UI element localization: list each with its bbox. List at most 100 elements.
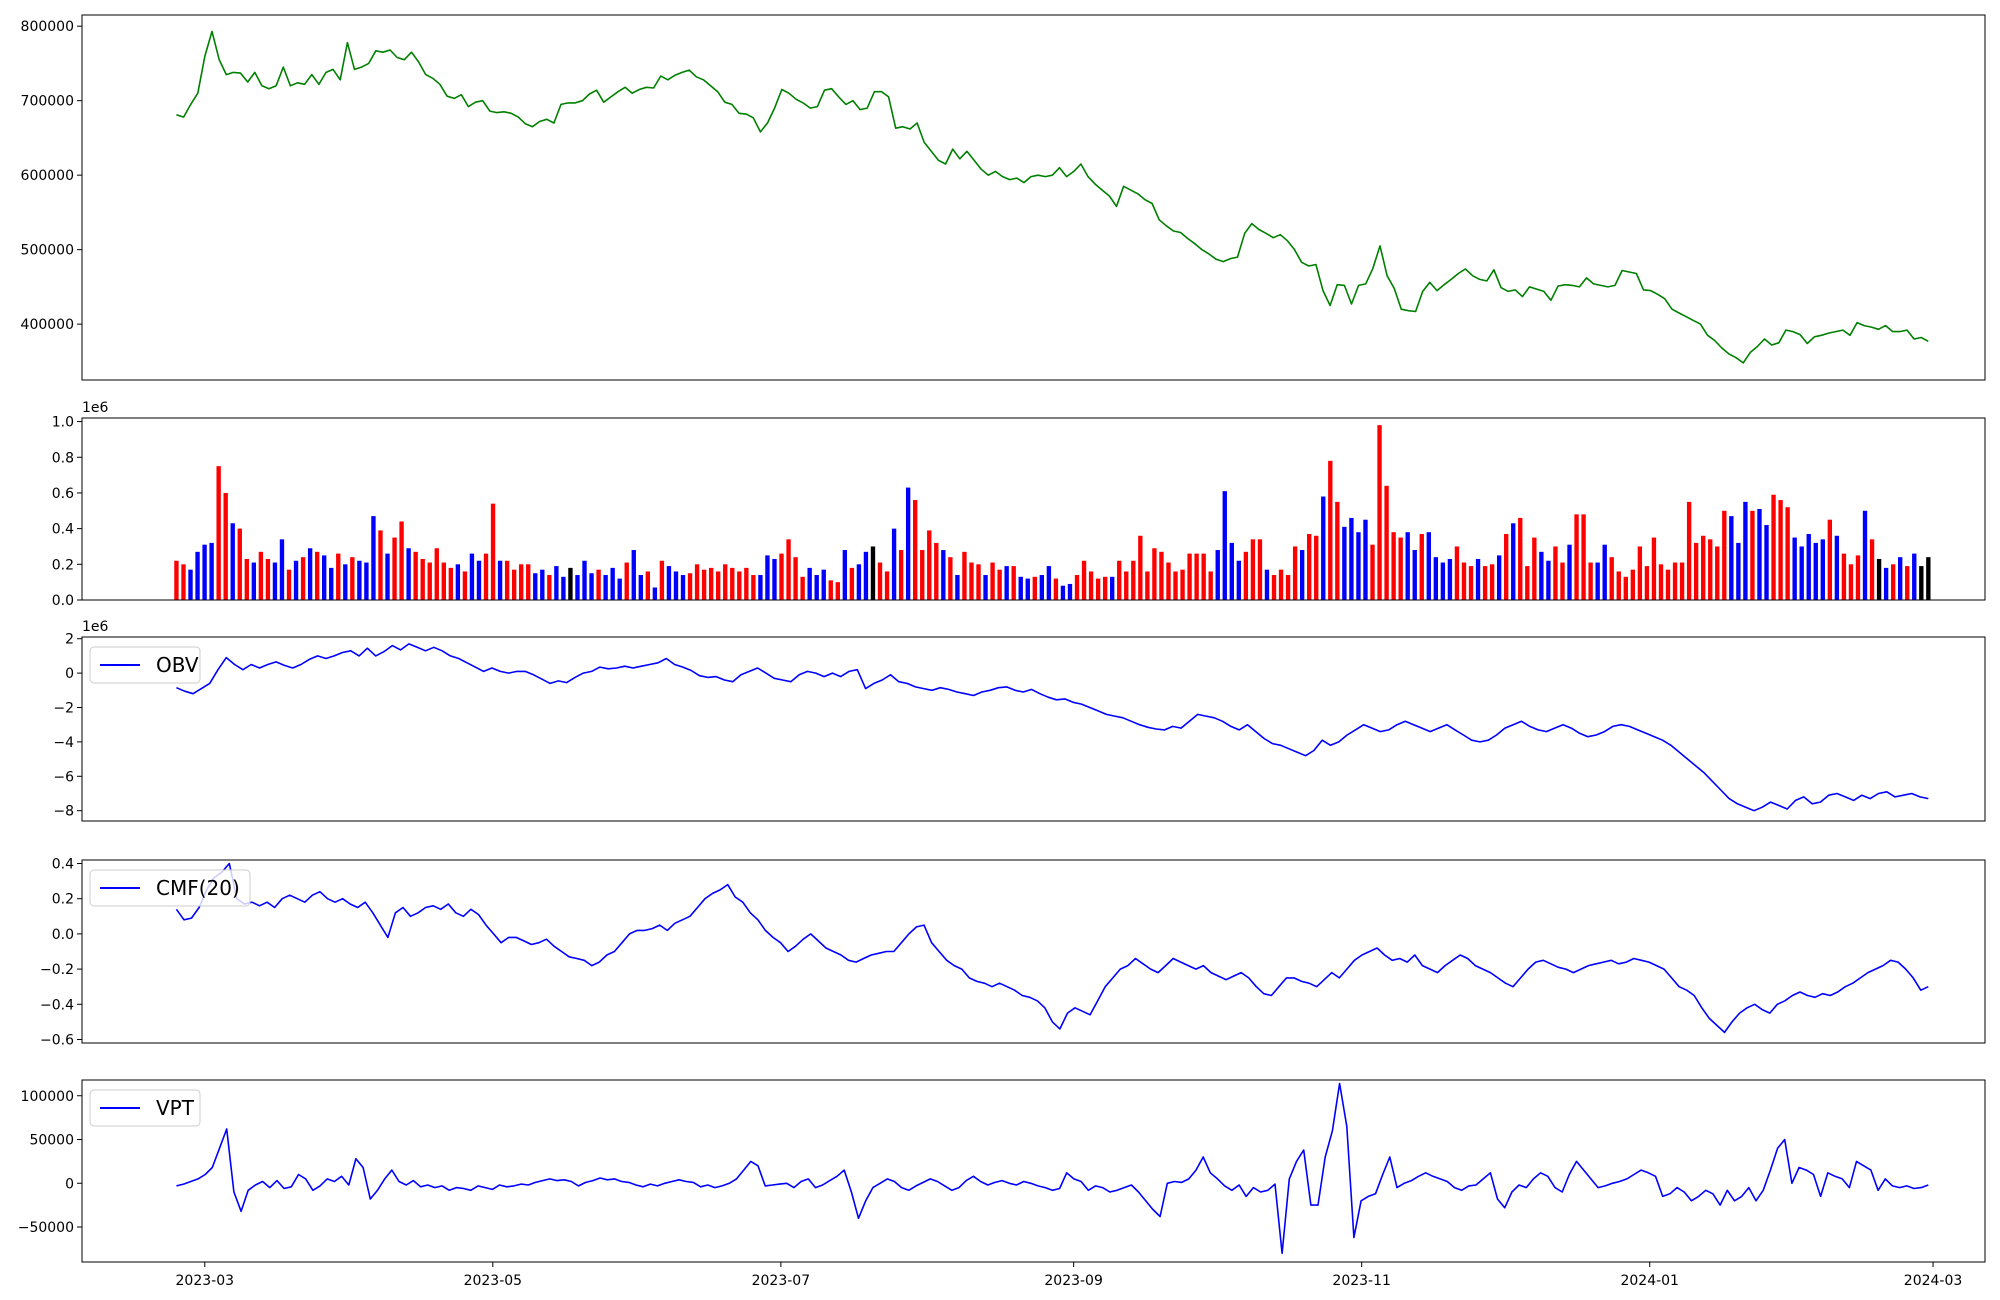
volume-bar: [533, 573, 538, 600]
xtick-label: 2023-07: [752, 1273, 811, 1289]
price-axes-frame: [81, 14, 1986, 381]
volume-bar: [716, 571, 721, 600]
volume-bar: [1862, 510, 1868, 600]
volume-bar: [687, 573, 693, 600]
obv-line: [176, 643, 1929, 812]
volume-bar: [589, 573, 594, 600]
volume-bar: [1011, 566, 1016, 600]
obv-axes-frame: [81, 636, 1986, 822]
volume-bar: [469, 553, 475, 600]
volume-bar: [279, 539, 285, 600]
volume-bar: [814, 575, 819, 600]
volume-bar: [322, 555, 327, 600]
volume-bar: [1750, 510, 1755, 600]
volume-bar: [216, 466, 221, 600]
volume-bar: [842, 550, 848, 600]
volume-bar: [1342, 526, 1347, 600]
price-ytick-label: 600000: [21, 168, 74, 184]
obv-ytick-label: −6: [53, 769, 74, 785]
volume-bar: [1187, 553, 1192, 600]
volume-bar: [1032, 576, 1037, 600]
volume-bar: [1405, 532, 1410, 600]
volume-bar: [948, 557, 953, 600]
cmf-ytick-label: 0.4: [52, 857, 74, 873]
volume-bar: [1194, 553, 1199, 600]
volume-bar: [1152, 548, 1157, 600]
volume-bar: [448, 567, 454, 600]
volume-bar: [1384, 485, 1389, 600]
volume-bar: [462, 571, 468, 600]
volume-bar: [1166, 562, 1171, 600]
xtick-label: 2023-03: [176, 1273, 235, 1289]
volume-bar: [1630, 569, 1636, 600]
volume-bar: [1222, 491, 1227, 600]
volume-bar: [483, 553, 489, 600]
volume-bar: [1117, 560, 1122, 600]
volume-bar: [1905, 566, 1910, 600]
volume-bar: [934, 542, 939, 600]
volume-bar: [1637, 546, 1643, 600]
price-ytick-label: 400000: [21, 317, 74, 333]
volume-bar: [1370, 544, 1375, 600]
volume-bar: [1539, 551, 1544, 600]
volume-bar: [1574, 514, 1579, 600]
volume-bar: [258, 551, 264, 600]
cmf-ytick-label: −0.2: [40, 962, 74, 978]
volume-bar: [413, 551, 418, 600]
volume-bar: [1736, 542, 1741, 600]
cmf-ytick-label: −0.4: [40, 997, 74, 1013]
obv-ytick-label: −2: [53, 701, 74, 717]
volume-bar: [1883, 567, 1889, 600]
volume-bar: [1039, 575, 1045, 600]
volume-bar: [209, 542, 214, 600]
volume-bar: [1588, 562, 1593, 600]
volume-bar: [181, 564, 186, 600]
volume-bar: [652, 587, 658, 600]
volume-bar: [1110, 576, 1115, 600]
volume-bar: [561, 576, 566, 600]
volume-bar: [1708, 539, 1713, 600]
volume-bar: [1328, 460, 1333, 600]
cmf-panel: −0.6 −0.4 −0.2 0.0 0.2 0.4 CMF(20): [40, 857, 1986, 1048]
price-ytick-label: 700000: [21, 94, 74, 110]
volume-bar: [223, 492, 228, 600]
volume-bar: [821, 569, 826, 600]
volume-bar: [272, 562, 278, 600]
obv-legend-label: OBV: [156, 653, 199, 677]
volume-bar: [976, 564, 981, 600]
volume-bar: [870, 546, 876, 600]
cmf-legend-box: [89, 869, 251, 907]
xtick-label: 2024-03: [1904, 1273, 1963, 1289]
volume-bar: [1609, 557, 1614, 600]
volume-bar: [624, 562, 629, 600]
volume-bar: [1398, 537, 1403, 600]
volume-bar: [751, 575, 756, 600]
volume-bar: [941, 550, 946, 600]
volume-bar: [1081, 560, 1087, 600]
xtick-label: 2023-09: [1044, 1273, 1103, 1289]
volume-bar: [920, 550, 925, 600]
volume-bar: [1363, 519, 1368, 600]
volume-bar: [1229, 542, 1234, 600]
volume-bar: [1025, 578, 1030, 600]
cmf-legend: CMF(20): [89, 869, 251, 907]
volume-bar: [1722, 510, 1727, 600]
volume-bar: [983, 575, 988, 600]
volume-bar: [1067, 583, 1073, 600]
volume-bar: [1349, 517, 1354, 600]
volume-bar: [807, 567, 812, 600]
volume-bar: [694, 564, 700, 600]
volume-bar: [849, 567, 855, 600]
volume-bar: [1806, 533, 1811, 600]
volume-bar: [1307, 533, 1312, 600]
volume-bar: [1412, 550, 1417, 600]
volume-bar: [1060, 585, 1066, 600]
volume-bar: [856, 564, 862, 600]
volume-bar: [1616, 571, 1621, 600]
volume-bar: [1433, 557, 1439, 600]
volume-bar: [251, 562, 257, 600]
cmf-legend-label: CMF(20): [156, 876, 240, 900]
volume-bar: [863, 551, 869, 600]
volume-bar: [1250, 539, 1256, 600]
volume-bar: [195, 551, 200, 600]
